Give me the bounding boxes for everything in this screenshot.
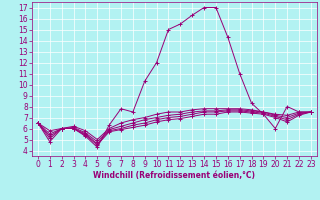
X-axis label: Windchill (Refroidissement éolien,°C): Windchill (Refroidissement éolien,°C) bbox=[93, 171, 255, 180]
